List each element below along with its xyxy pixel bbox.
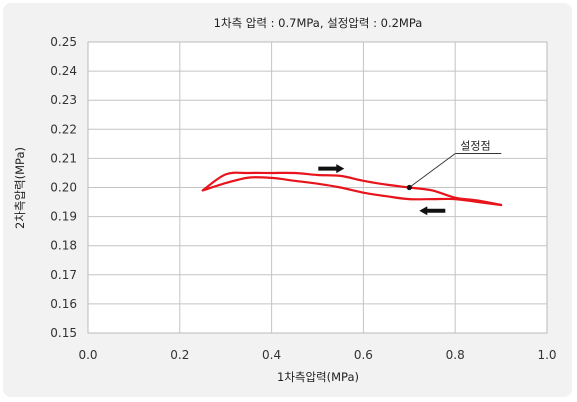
annotation-leader-line xyxy=(409,153,456,188)
y-tick-label: 0.25 xyxy=(50,35,77,49)
y-tick-label: 0.24 xyxy=(50,64,77,78)
x-tick-label: 0.6 xyxy=(354,348,373,362)
series-line-2 xyxy=(201,176,503,207)
y-tick-label: 0.21 xyxy=(50,151,77,165)
y-tick-label: 0.20 xyxy=(50,181,77,195)
tick-labels: 0.0 0.2 0.4 0.6 0.8 1.0 0.25 0.24 0.23 0.22 0.21 0.… xyxy=(50,35,556,362)
y-axis-title: 2차측압력(MPa) xyxy=(13,147,27,229)
arrow-left-icon xyxy=(419,206,446,216)
x-tick-label: 0.8 xyxy=(446,348,465,362)
x-tick-label: 0.4 xyxy=(262,348,281,362)
y-tick-label: 0.19 xyxy=(50,210,77,224)
arrow-right-icon xyxy=(318,164,345,174)
x-tick-label: 1.0 xyxy=(537,348,556,362)
setpoint-marker xyxy=(406,184,412,191)
series-line-1 xyxy=(201,171,503,207)
y-tick-label: 0.16 xyxy=(50,297,77,311)
direction-arrows xyxy=(318,164,446,216)
x-tick-label: 0.2 xyxy=(170,348,189,362)
x-tick-label: 0.0 xyxy=(78,348,97,362)
y-tick-label: 0.23 xyxy=(50,93,77,107)
grid xyxy=(88,42,547,333)
chart-title: 1차측 압력 : 0.7MPa, 설정압력 : 0.2MPa xyxy=(214,16,423,30)
y-tick-label: 0.17 xyxy=(50,268,77,282)
series-lines xyxy=(201,171,503,207)
x-axis-title: 1차측압력(MPa) xyxy=(277,370,359,384)
annotation-label: 설정점 xyxy=(460,140,490,153)
y-tick-label: 0.22 xyxy=(50,122,77,136)
y-tick-label: 0.18 xyxy=(50,239,77,253)
y-tick-label: 0.15 xyxy=(50,326,77,340)
annotations: 설정점 xyxy=(406,140,502,191)
